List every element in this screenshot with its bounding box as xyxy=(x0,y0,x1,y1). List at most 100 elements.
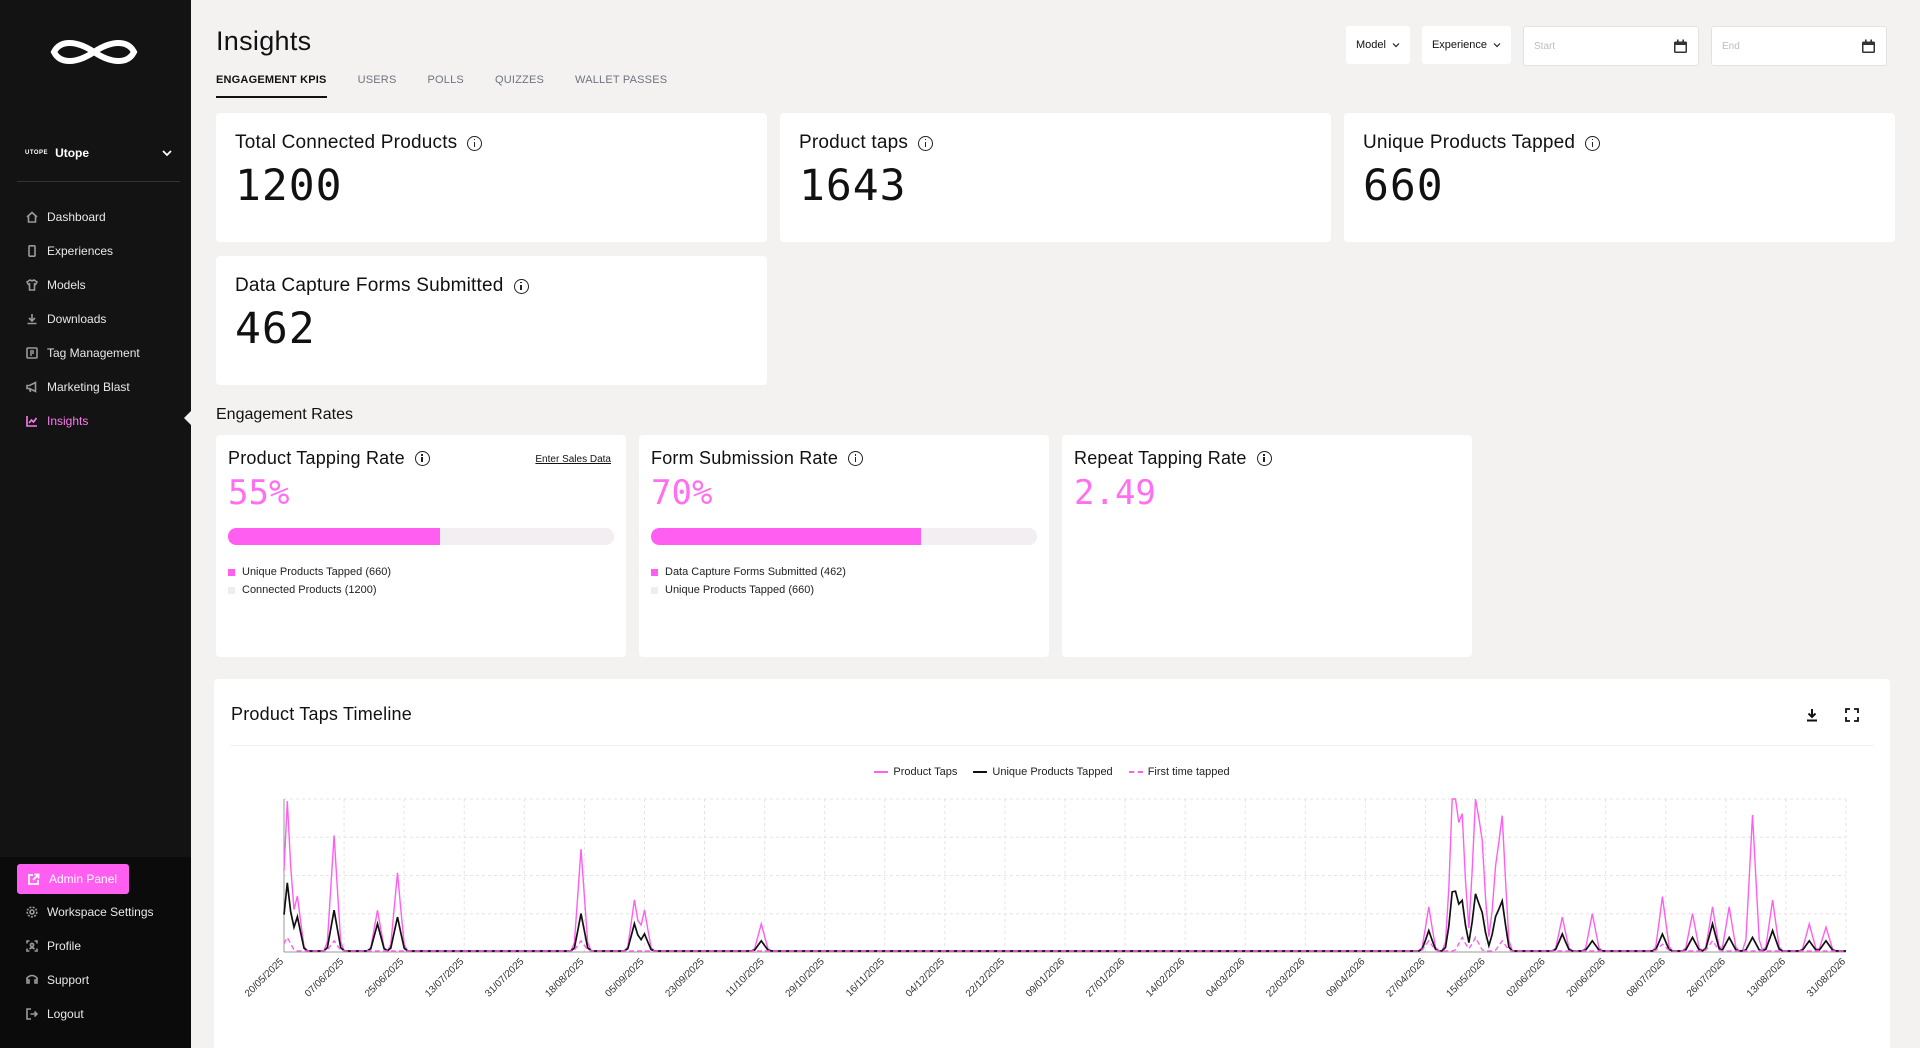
kpi-card-connected-products: Total Connected Products 1200 xyxy=(216,113,767,242)
info-icon[interactable] xyxy=(513,278,529,294)
rate-label: Product Tapping Rate xyxy=(228,448,430,469)
shirt-icon xyxy=(26,279,38,291)
kpi-value: 462 xyxy=(235,304,316,354)
logout-icon xyxy=(26,1008,38,1020)
x-tick-label: 23/09/2025 xyxy=(663,956,706,999)
x-tick-label: 29/10/2025 xyxy=(784,956,827,999)
legend-item-product-taps[interactable]: Product Taps xyxy=(874,766,957,778)
x-tick-label: 05/09/2025 xyxy=(603,956,646,999)
sidebar-item-label: Downloads xyxy=(47,312,107,326)
legend-label: Product Taps xyxy=(893,766,958,778)
logo-icon[interactable] xyxy=(50,36,138,68)
active-indicator xyxy=(184,410,192,426)
sidebar-item-tag-management[interactable]: Tag Management xyxy=(17,336,180,370)
experience-select[interactable]: Experience xyxy=(1421,26,1512,64)
chart-legend: Product Taps Unique Products Tapped Firs… xyxy=(214,766,1890,778)
start-date-placeholder: Start xyxy=(1534,40,1556,52)
sidebar-item-insights[interactable]: Insights xyxy=(17,404,180,438)
progress-fill xyxy=(228,528,441,545)
sidebar-item-models[interactable]: Models xyxy=(17,268,180,302)
sidebar-item-marketing-blast[interactable]: Marketing Blast xyxy=(17,370,180,404)
legend-swatch xyxy=(228,568,235,576)
fullscreen-icon[interactable] xyxy=(1844,707,1860,723)
legend-line xyxy=(1128,771,1143,773)
info-icon[interactable] xyxy=(1585,135,1601,151)
calendar-icon[interactable] xyxy=(1861,39,1876,54)
legend-swatch xyxy=(651,568,658,576)
admin-panel-button[interactable]: Admin Panel xyxy=(17,864,129,894)
tab-quizzes[interactable]: QUIZZES xyxy=(494,74,545,86)
timeline-title: Product Taps Timeline xyxy=(231,704,412,724)
progress-bar xyxy=(228,528,614,545)
x-tick-label: 27/01/2026 xyxy=(1084,956,1127,999)
tab-polls[interactable]: POLLS xyxy=(427,74,464,86)
page-title: Insights xyxy=(216,26,312,56)
kpi-card-product-taps: Product taps 1643 xyxy=(780,113,1331,242)
legend-line xyxy=(874,771,889,773)
legend-item-unique-products[interactable]: Unique Products Tapped xyxy=(973,766,1113,778)
x-tick-label: 04/03/2026 xyxy=(1204,956,1247,999)
sidebar-item-logout[interactable]: Logout xyxy=(17,997,180,1031)
megaphone-icon xyxy=(26,381,37,393)
kpi-label-text: Unique Products Tapped xyxy=(1363,132,1576,153)
legend-item-first-time[interactable]: First time tapped xyxy=(1128,766,1230,778)
info-icon[interactable] xyxy=(414,451,430,466)
sidebar-item-profile[interactable]: Profile xyxy=(17,929,180,963)
x-tick-label: 18/08/2025 xyxy=(543,956,586,999)
divider xyxy=(231,745,1873,746)
legend-item: Data Capture Forms Submitted (462) xyxy=(651,566,846,578)
x-tick-label: 25/06/2025 xyxy=(363,956,406,999)
home-icon xyxy=(26,211,38,223)
sidebar-item-workspace-settings[interactable]: Workspace Settings xyxy=(17,895,180,929)
series-line-unique-products xyxy=(283,882,1846,952)
legend-label: Unique Products Tapped (660) xyxy=(665,584,815,596)
sidebar-item-dashboard[interactable]: Dashboard xyxy=(17,200,180,234)
sidebar-item-downloads[interactable]: Downloads xyxy=(17,302,180,336)
profile-icon xyxy=(26,940,38,952)
kpi-label: Unique Products Tapped xyxy=(1363,132,1601,154)
sidebar-item-experiences[interactable]: Experiences xyxy=(17,234,180,268)
product-taps-timeline-card: Product Taps Timeline Product Taps Uniqu… xyxy=(214,679,1890,1048)
calendar-icon[interactable] xyxy=(1673,39,1688,54)
admin-panel-label: Admin Panel xyxy=(49,872,118,886)
x-tick-label: 22/03/2026 xyxy=(1264,956,1307,999)
info-icon[interactable] xyxy=(918,135,934,151)
series-line-first-time-tapped xyxy=(283,935,1846,952)
legend-label: First time tapped xyxy=(1147,766,1230,778)
info-icon[interactable] xyxy=(848,451,864,466)
x-tick-label: 16/11/2025 xyxy=(844,956,887,999)
legend-item: Unique Products Tapped (660) xyxy=(228,566,391,578)
x-tick-label: 27/04/2026 xyxy=(1384,956,1427,999)
legend-line xyxy=(973,771,988,773)
rate-value: 2.49 xyxy=(1074,473,1156,513)
workspace-switcher[interactable]: UTOPE Utope xyxy=(17,140,180,182)
legend-item: Unique Products Tapped (660) xyxy=(651,584,814,596)
x-tick-label: 26/07/2026 xyxy=(1685,956,1728,999)
legend-label: Data Capture Forms Submitted (462) xyxy=(665,566,846,578)
sidebar-item-label: Insights xyxy=(47,414,89,428)
info-icon[interactable] xyxy=(467,135,483,151)
x-tick-label: 09/01/2026 xyxy=(1024,956,1067,999)
kpi-label: Total Connected Products xyxy=(235,132,483,154)
tab-engagement-kpis[interactable]: ENGAGEMENT KPIS xyxy=(216,74,327,98)
x-tick-label: 08/07/2026 xyxy=(1625,956,1668,999)
tab-wallet-passes[interactable]: WALLET PASSES xyxy=(575,74,668,86)
sidebar-item-label: Workspace Settings xyxy=(47,905,154,919)
x-tick-label: 11/10/2025 xyxy=(724,956,767,999)
legend-label: Connected Products (1200) xyxy=(242,584,377,596)
enter-sales-data-link[interactable]: Enter Sales Data xyxy=(535,454,611,465)
sidebar-item-label: Logout xyxy=(47,1007,84,1021)
rate-card-product-tapping: Product Tapping Rate Enter Sales Data 55… xyxy=(216,435,626,657)
start-date-input[interactable]: Start xyxy=(1523,26,1700,66)
tab-users[interactable]: USERS xyxy=(357,74,397,86)
info-icon[interactable] xyxy=(1256,451,1272,466)
end-date-input[interactable]: End xyxy=(1711,26,1888,66)
model-select[interactable]: Model xyxy=(1346,26,1410,64)
sidebar-item-label: Dashboard xyxy=(47,210,106,224)
sidebar-item-support[interactable]: Support xyxy=(17,963,180,997)
model-select-label: Model xyxy=(1356,39,1386,51)
rate-label-text: Form Submission Rate xyxy=(651,448,839,468)
progress-bar xyxy=(651,528,1037,545)
download-icon[interactable] xyxy=(1804,707,1820,723)
kpi-label-text: Total Connected Products xyxy=(235,132,458,153)
